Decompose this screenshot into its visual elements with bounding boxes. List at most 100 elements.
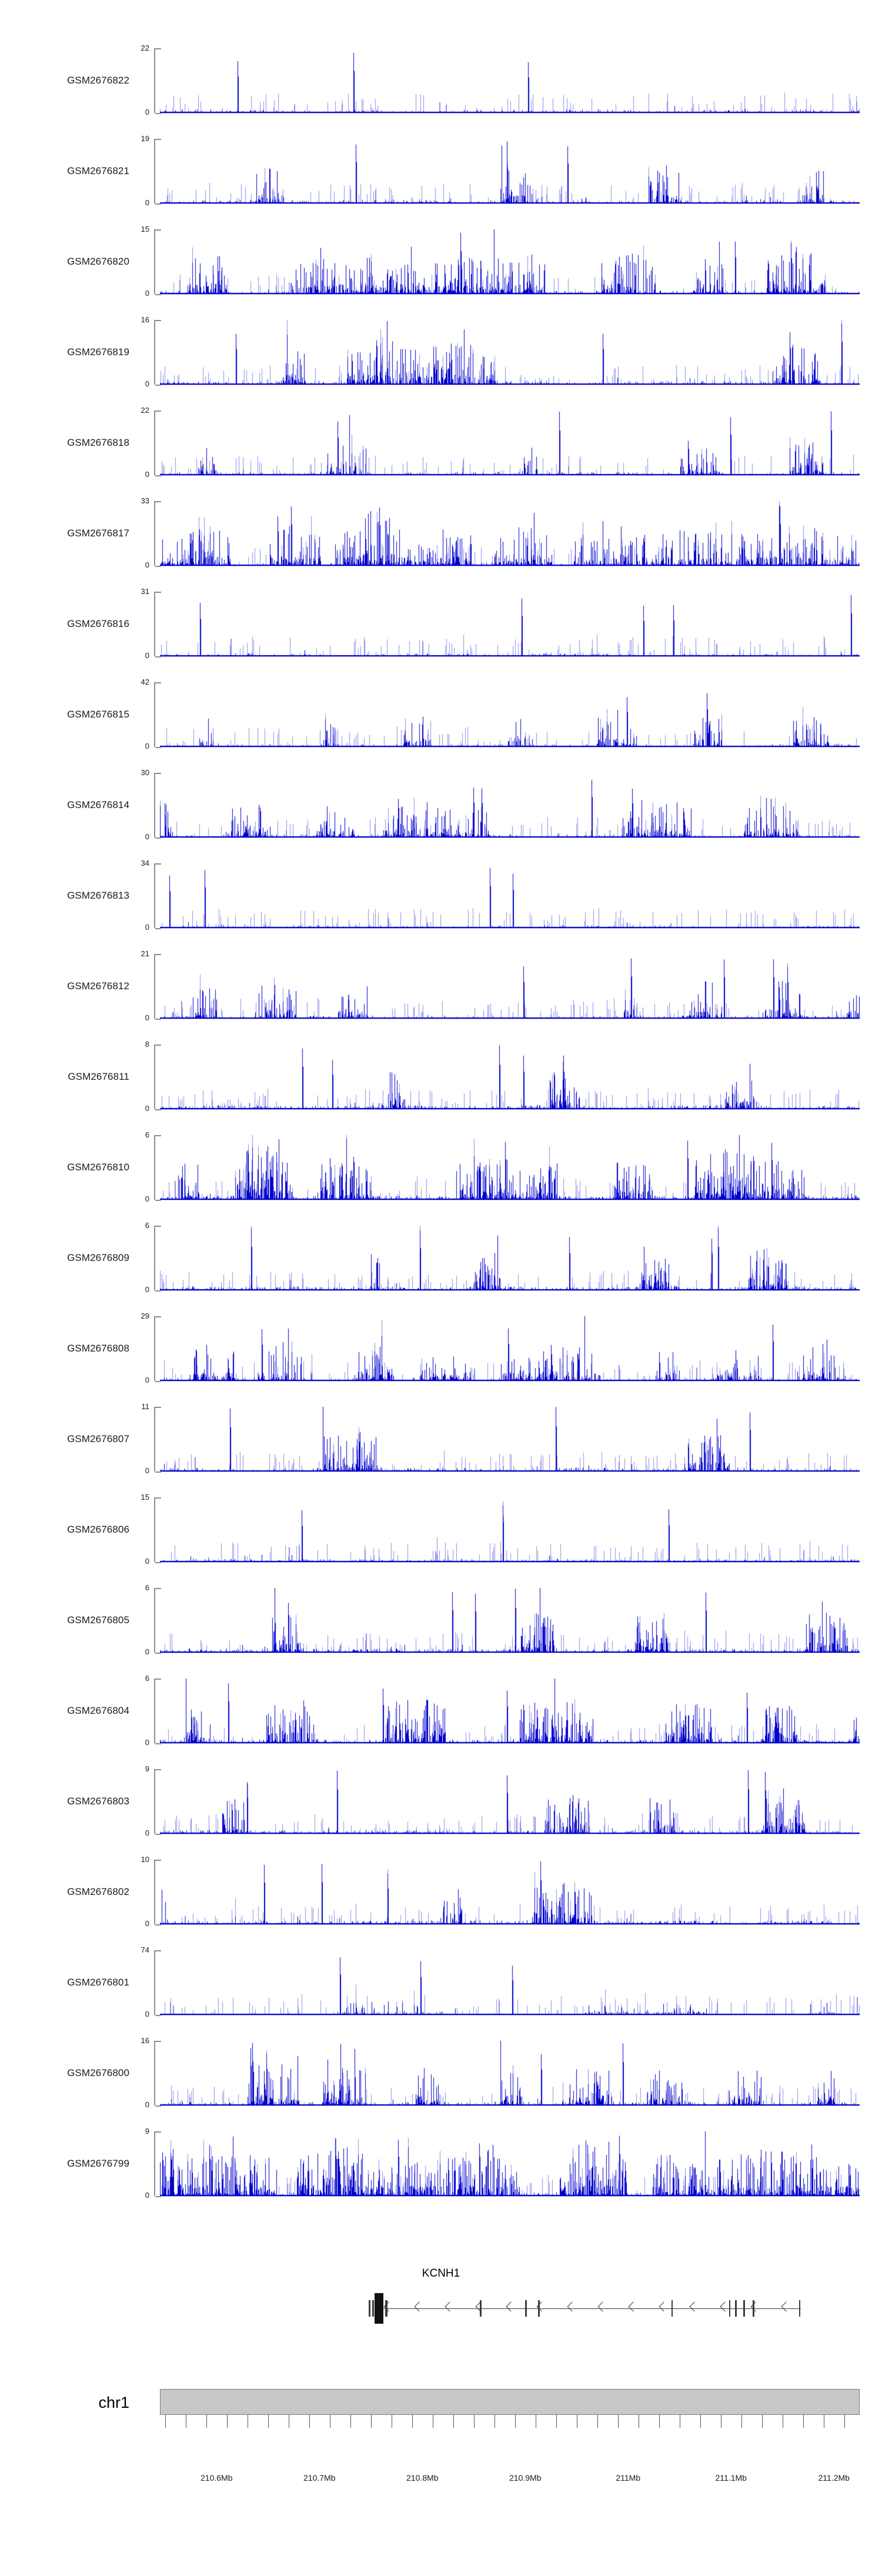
- coverage-plot[interactable]: [160, 1950, 860, 2015]
- track-sample-label: GSM2676821: [67, 165, 129, 176]
- coverage-plot[interactable]: [160, 682, 860, 747]
- gene-name-label: KCNH1: [422, 2267, 460, 2280]
- track-axis-min-label: 0: [145, 832, 149, 841]
- coverage-histogram-canvas: [160, 1135, 860, 1200]
- coverage-track: GSM2676805 6 0: [0, 1583, 882, 1656]
- coverage-track: GSM2676810 6 0: [0, 1130, 882, 1203]
- gene-strand-arrow-icon: [781, 2301, 791, 2312]
- coverage-track: GSM2676821 19 0: [0, 134, 882, 207]
- coverage-histogram-canvas: [160, 139, 860, 203]
- track-axis-max-label: 42: [141, 678, 149, 686]
- gene-strand-arrow-icon: [750, 2301, 761, 2312]
- track-axis-min-label: 0: [145, 1466, 149, 1475]
- axis-tick-label: 210.9Mb: [509, 2473, 542, 2482]
- coverage-track: GSM2676803 9 0: [0, 1764, 882, 1837]
- gene-exon: [799, 2300, 801, 2317]
- track-sample-label: GSM2676805: [67, 1614, 129, 1626]
- axis-minor-tick: [226, 2415, 228, 2428]
- track-axis-min-label: 0: [145, 1738, 149, 1747]
- track-axis-max-label: 6: [145, 1130, 149, 1139]
- track-axis-min-label: 0: [145, 1557, 149, 1566]
- coverage-plot[interactable]: [160, 1679, 860, 1743]
- coverage-plot[interactable]: [160, 320, 860, 385]
- track-axis-min-label: 0: [145, 560, 149, 569]
- gene-strand-arrow-icon: [414, 2301, 425, 2312]
- track-y-axis: [154, 48, 161, 114]
- coverage-baseline: [160, 2196, 860, 2197]
- track-axis-min-label: 0: [145, 923, 149, 932]
- coverage-histogram-canvas: [160, 1679, 860, 1743]
- coverage-histogram-canvas: [160, 2041, 860, 2105]
- coverage-plot[interactable]: [160, 863, 860, 928]
- coverage-plot[interactable]: [160, 1769, 860, 1834]
- track-axis-max-label: 6: [145, 1583, 149, 1592]
- coverage-plot[interactable]: [160, 1135, 860, 1200]
- coverage-plot[interactable]: [160, 1045, 860, 1109]
- gene-model-track[interactable]: [160, 2288, 860, 2330]
- coverage-plot[interactable]: [160, 773, 860, 837]
- coverage-track: GSM2676813 34 0: [0, 859, 882, 932]
- coverage-track: GSM2676808 29 0: [0, 1312, 882, 1384]
- gene-strand-arrow-icon: [597, 2301, 608, 2312]
- track-axis-min-label: 0: [145, 1376, 149, 1384]
- axis-minor-tick: [206, 2415, 207, 2428]
- track-axis-max-label: 29: [141, 1312, 149, 1320]
- track-sample-label: GSM2676815: [67, 709, 129, 720]
- track-y-axis: [154, 139, 161, 205]
- track-y-axis: [154, 2041, 161, 2107]
- gene-strand-arrow-icon: [445, 2301, 455, 2312]
- coverage-track: GSM2676819 16 0: [0, 315, 882, 388]
- coverage-track: GSM2676804 6 0: [0, 1674, 882, 1747]
- coverage-plot[interactable]: [160, 2131, 860, 2196]
- gene-exon: [372, 2300, 374, 2317]
- coverage-plot[interactable]: [160, 1226, 860, 1290]
- coverage-plot[interactable]: [160, 954, 860, 1019]
- axis-minor-tick: [309, 2415, 310, 2428]
- coverage-track: GSM2676818 22 0: [0, 406, 882, 479]
- track-sample-label: GSM2676813: [67, 890, 129, 901]
- track-sample-label: GSM2676818: [67, 437, 129, 448]
- axis-minor-tick: [844, 2415, 845, 2428]
- track-sample-label: GSM2676816: [67, 618, 129, 629]
- track-axis-max-label: 15: [141, 1493, 149, 1501]
- coverage-baseline: [160, 2015, 860, 2016]
- coverage-plot[interactable]: [160, 229, 860, 294]
- coverage-plot[interactable]: [160, 2041, 860, 2105]
- track-y-axis: [154, 1316, 161, 1382]
- coverage-plot[interactable]: [160, 1407, 860, 1471]
- coverage-plot[interactable]: [160, 1860, 860, 1924]
- axis-minor-tick: [412, 2415, 413, 2428]
- chromosome-ideogram-bar[interactable]: [160, 2389, 860, 2415]
- coverage-baseline: [160, 1562, 860, 1563]
- axis-minor-tick: [597, 2415, 598, 2428]
- axis-minor-tick: [700, 2415, 701, 2428]
- coverage-histogram-canvas: [160, 411, 860, 475]
- track-axis-max-label: 15: [141, 225, 149, 233]
- coverage-plot[interactable]: [160, 1316, 860, 1381]
- track-axis-max-label: 22: [141, 406, 149, 415]
- axis-minor-tick: [761, 2415, 763, 2428]
- track-axis-min-label: 0: [145, 1919, 149, 1928]
- track-axis-max-label: 31: [141, 587, 149, 596]
- gene-strand-arrow-icon: [689, 2301, 700, 2312]
- coverage-track: GSM2676801 74 0: [0, 1946, 882, 2018]
- gene-exon: [385, 2300, 387, 2317]
- coverage-histogram-canvas: [160, 954, 860, 1019]
- track-y-axis: [154, 773, 161, 839]
- track-axis-max-label: 33: [141, 496, 149, 505]
- coverage-plot[interactable]: [160, 1497, 860, 1562]
- coverage-plot[interactable]: [160, 411, 860, 475]
- coverage-plot[interactable]: [160, 501, 860, 566]
- coverage-plot[interactable]: [160, 1588, 860, 1653]
- coverage-plot[interactable]: [160, 592, 860, 656]
- track-axis-min-label: 0: [145, 108, 149, 116]
- track-axis-max-label: 16: [141, 315, 149, 324]
- track-axis-min-label: 0: [145, 742, 149, 750]
- coverage-baseline: [160, 1471, 860, 1472]
- track-sample-label: GSM2676806: [67, 1524, 129, 1535]
- coverage-histogram-canvas: [160, 863, 860, 928]
- axis-minor-tick: [350, 2415, 351, 2428]
- coverage-plot[interactable]: [160, 139, 860, 203]
- coverage-plot[interactable]: [160, 48, 860, 113]
- coverage-histogram-canvas: [160, 1769, 860, 1834]
